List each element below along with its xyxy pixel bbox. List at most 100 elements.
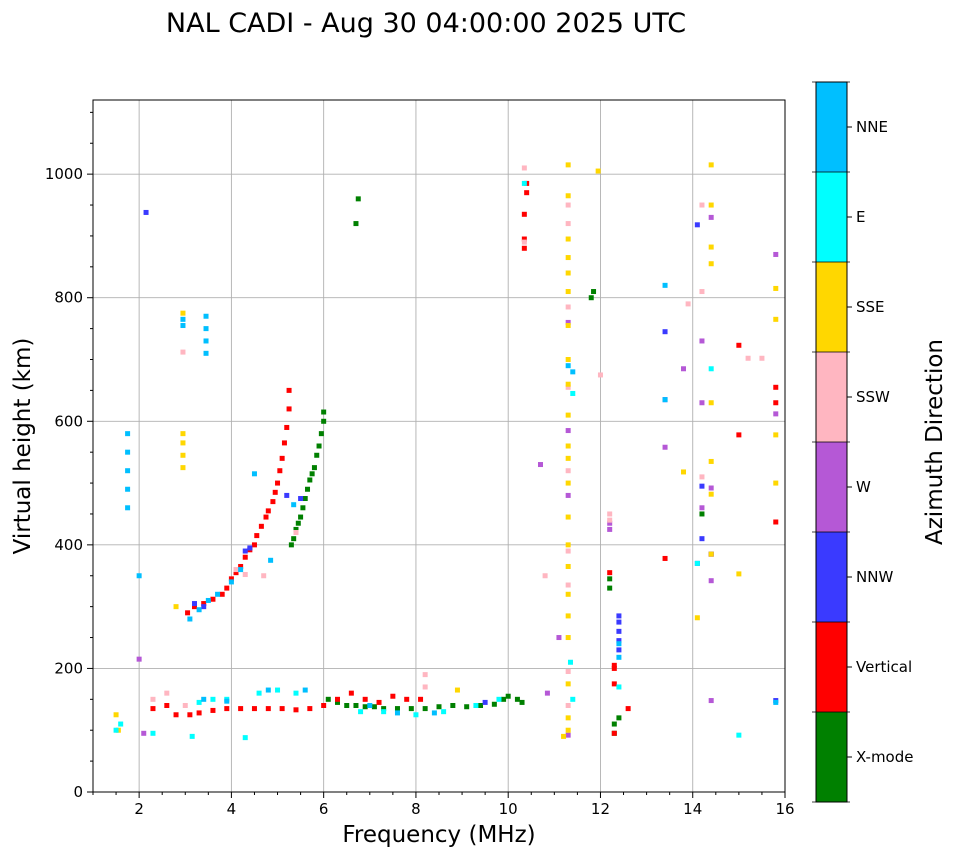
point-sse (595, 168, 601, 174)
point-nnw (694, 222, 700, 228)
colorbar-segment-ssw (816, 352, 847, 442)
point-x-mode (505, 693, 511, 699)
point-e (113, 727, 119, 733)
point-vertical (348, 690, 354, 696)
point-vertical (773, 400, 779, 406)
point-vertical (607, 570, 613, 576)
point-vertical (284, 424, 290, 430)
point-x-mode (519, 699, 525, 705)
x-axis: 2 4 6 8 10 12 14 16 (92, 792, 795, 818)
point-vertical (662, 555, 668, 561)
point-sse (708, 400, 714, 406)
point-x-mode (408, 706, 414, 712)
point-nne (251, 471, 257, 477)
point-x-mode (607, 585, 613, 591)
point-w (708, 698, 714, 704)
colorbar-tick-label: SSW (856, 388, 890, 406)
point-vertical (279, 706, 285, 712)
point-vertical (418, 696, 424, 702)
point-ssw (164, 690, 170, 696)
point-vertical (238, 706, 244, 712)
point-sse (773, 316, 779, 322)
point-ssw (607, 517, 613, 523)
point-nne (201, 696, 207, 702)
point-vertical (521, 211, 527, 217)
point-x-mode (344, 703, 350, 708)
point-sse (708, 244, 714, 250)
point-nne (367, 703, 373, 708)
point-x-mode (314, 452, 320, 458)
point-w (556, 635, 562, 641)
point-sse (708, 491, 714, 497)
point-e (118, 721, 124, 727)
colorbar-label: Azimuth Direction (922, 339, 948, 545)
point-e (242, 735, 248, 741)
point-sse (708, 261, 714, 267)
colorbar-tick-label: SSE (856, 298, 885, 316)
point-e (521, 180, 527, 186)
point-w (662, 444, 668, 450)
point-nne (203, 350, 209, 356)
point-e (496, 696, 502, 702)
point-w (699, 400, 705, 406)
y-axis: 0 200 400 600 800 1000 (45, 111, 93, 801)
point-x-mode (362, 704, 368, 710)
point-sse (173, 604, 179, 610)
point-sse (565, 542, 571, 548)
point-ssw (597, 372, 603, 378)
point-vertical (307, 706, 313, 712)
point-x-mode (316, 443, 322, 449)
point-x-mode (381, 706, 387, 712)
point-nne (125, 505, 131, 511)
point-e (196, 699, 202, 705)
point-vertical (524, 190, 530, 196)
point-sse (565, 455, 571, 461)
point-nne (238, 567, 244, 573)
colorbar-segment-w (816, 442, 847, 532)
point-vertical (265, 508, 271, 514)
point-x-mode (611, 721, 617, 727)
point-ssw (261, 573, 267, 579)
point-nne (203, 338, 209, 344)
point-nnw (699, 536, 705, 542)
chart-title: NAL CADI - Aug 30 04:00:00 2025 UTC (166, 8, 686, 39)
point-vertical (224, 585, 230, 591)
point-sse (180, 310, 186, 316)
point-vertical (224, 706, 230, 712)
point-ssw (685, 301, 691, 307)
y-tick-label: 1000 (45, 165, 83, 183)
point-sse (694, 615, 700, 621)
colorbar-tick-label: NNW (856, 568, 893, 586)
point-nnw (247, 545, 253, 551)
y-tick-label: 0 (73, 783, 83, 801)
point-e (150, 730, 156, 736)
x-tick-label: 8 (411, 800, 421, 818)
point-nne (136, 573, 142, 579)
point-ssw (607, 511, 613, 517)
x-tick-label: 4 (227, 800, 237, 818)
point-sse (180, 465, 186, 471)
colorbar-tick-label: E (856, 208, 865, 226)
colorbar-tick-label: W (856, 478, 871, 496)
colorbar-tick-label: NNE (856, 118, 888, 136)
point-sse (708, 551, 714, 557)
point-nne (125, 449, 131, 455)
point-e (616, 684, 622, 690)
point-sse (113, 712, 119, 718)
point-nne (662, 397, 668, 403)
point-vertical (251, 706, 257, 712)
point-vertical (242, 554, 248, 560)
point-nne (228, 579, 234, 585)
point-sse (565, 613, 571, 619)
point-e (189, 733, 195, 739)
point-nne (125, 468, 131, 474)
point-sse (565, 193, 571, 199)
point-x-mode (353, 221, 359, 227)
point-vertical (238, 563, 244, 569)
point-vertical (321, 703, 327, 708)
point-vertical (185, 610, 191, 616)
x-tick-label: 2 (134, 800, 144, 818)
point-ssw (242, 572, 248, 578)
point-vertical (210, 596, 216, 602)
